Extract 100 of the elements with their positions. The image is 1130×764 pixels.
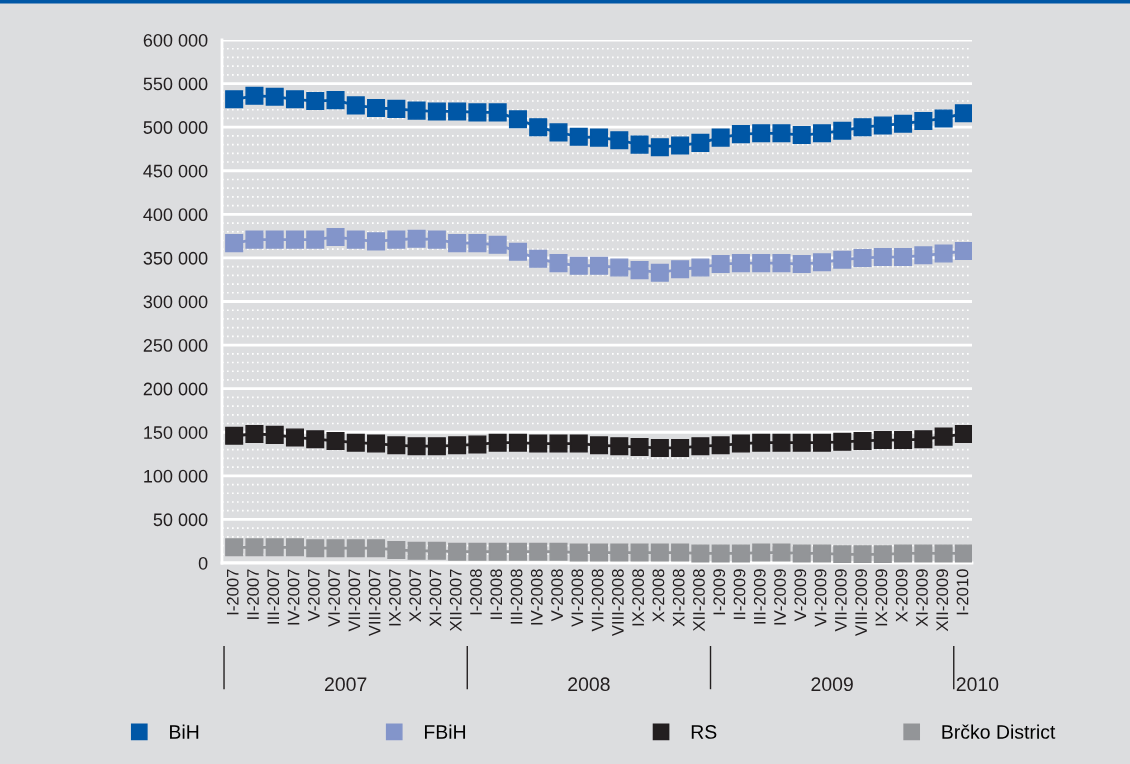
point xyxy=(812,253,832,272)
point xyxy=(610,131,629,150)
point xyxy=(752,543,771,562)
point xyxy=(508,542,527,561)
x-tick-label: XII-2007 xyxy=(449,569,462,632)
x-tick-label: II-2008 xyxy=(490,569,503,619)
point xyxy=(285,90,305,109)
point xyxy=(407,101,426,120)
point xyxy=(549,123,568,142)
y-tick-label: 50 000 xyxy=(153,513,208,527)
point xyxy=(326,431,345,450)
point xyxy=(630,543,649,562)
point xyxy=(731,254,750,273)
point xyxy=(488,542,507,561)
y-tick-label: 450 000 xyxy=(143,164,208,178)
point xyxy=(468,234,487,253)
point xyxy=(650,263,669,282)
point xyxy=(427,102,446,121)
point xyxy=(427,230,446,249)
x-tick-label: I-2010 xyxy=(956,569,969,615)
legend-label: BiH xyxy=(170,724,199,739)
point xyxy=(752,124,771,143)
point xyxy=(387,230,406,249)
point xyxy=(306,91,325,111)
point xyxy=(873,545,892,563)
x-tick-label: VIII-2008 xyxy=(611,569,624,637)
x-tick-label: XII-2009 xyxy=(936,569,949,632)
x-tick-label: V-2008 xyxy=(551,569,563,622)
point xyxy=(387,99,406,118)
point xyxy=(610,258,629,277)
point xyxy=(894,248,913,267)
point xyxy=(914,544,933,563)
x-tick-label: VII-2007 xyxy=(348,569,361,632)
x-tick-label: III-2009 xyxy=(753,569,766,624)
point xyxy=(427,541,446,560)
point xyxy=(529,542,548,561)
point xyxy=(589,543,609,562)
point xyxy=(306,539,325,558)
x-tick-label: X-2008 xyxy=(652,569,665,622)
point xyxy=(346,433,365,452)
point xyxy=(549,434,568,453)
x-tick-label: IV-2008 xyxy=(530,569,543,625)
x-tick-label: III-2007 xyxy=(267,569,280,624)
point xyxy=(711,128,730,147)
legend-label: FBiH xyxy=(425,724,466,739)
point xyxy=(245,230,264,249)
point xyxy=(569,434,588,453)
point xyxy=(488,433,507,452)
x-tick-label: IV-2007 xyxy=(287,569,300,625)
point xyxy=(225,90,244,109)
point xyxy=(772,543,791,562)
x-tick-label: V-2007 xyxy=(307,569,320,622)
point xyxy=(589,256,609,275)
point xyxy=(772,254,791,273)
point xyxy=(671,543,690,562)
y-tick-label: 100 000 xyxy=(144,469,208,483)
x-tick-label: X-2007 xyxy=(409,569,422,622)
x-tick-label: II-2007 xyxy=(247,569,259,619)
x-tick-label: VI-2008 xyxy=(571,569,584,627)
point xyxy=(468,103,487,122)
point xyxy=(367,232,386,251)
y-tick-label: 250 000 xyxy=(143,339,208,352)
point xyxy=(914,246,933,265)
text: 2008 xyxy=(568,677,610,692)
point xyxy=(853,545,872,563)
point xyxy=(711,544,730,563)
point xyxy=(488,103,507,122)
point xyxy=(812,433,832,452)
point xyxy=(265,538,284,557)
point xyxy=(691,258,710,277)
point xyxy=(346,230,365,249)
x-tick-label: VI-2009 xyxy=(814,569,827,627)
point xyxy=(792,433,811,452)
x-tick-label: XII-2008 xyxy=(693,569,705,632)
point xyxy=(367,539,386,558)
y-tick-label: 600 000 xyxy=(143,33,208,47)
point xyxy=(853,118,872,137)
point xyxy=(529,118,548,137)
point xyxy=(671,136,690,155)
point xyxy=(448,234,467,253)
point xyxy=(245,538,264,557)
point xyxy=(792,125,811,145)
point xyxy=(407,541,426,560)
y-tick-label: 150 000 xyxy=(144,426,208,439)
point xyxy=(934,244,953,263)
point xyxy=(954,544,972,563)
point xyxy=(833,250,852,269)
x-tick-label: VI-2007 xyxy=(328,569,340,627)
point xyxy=(894,114,913,133)
y-tick-label: 350 000 xyxy=(143,251,208,265)
point xyxy=(508,242,527,261)
point xyxy=(448,436,467,455)
point xyxy=(549,254,568,273)
point xyxy=(326,539,345,558)
point xyxy=(792,254,811,274)
point xyxy=(731,544,750,563)
point xyxy=(630,261,649,280)
x-tick-label: III-2008 xyxy=(510,569,523,624)
point xyxy=(367,98,386,118)
point xyxy=(225,234,244,253)
